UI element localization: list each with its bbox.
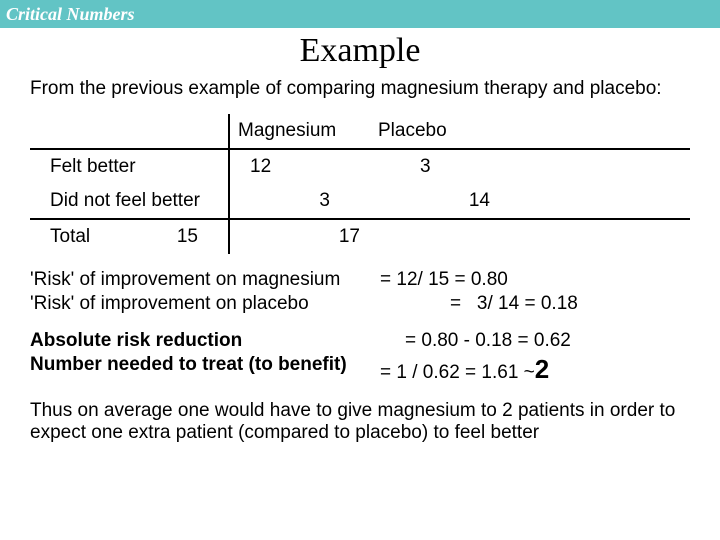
col-magnesium: Magnesium — [230, 114, 370, 148]
table-corner — [30, 114, 230, 148]
risk-mag-rhs: = 12/ 15 = 0.80 — [380, 268, 690, 292]
total-label-cell: Total 15 — [30, 220, 230, 254]
cell: 3 — [230, 184, 370, 218]
risk-calc: 'Risk' of improvement on magnesium = 12/… — [30, 268, 690, 316]
total-label: Total — [50, 226, 90, 248]
cell: 12 — [230, 150, 370, 184]
table-row: Did not feel better 3 14 — [30, 184, 690, 218]
nnt-row: Number needed to treat (to benefit) = 1 … — [30, 353, 690, 386]
arr-lhs: Absolute risk reduction — [30, 329, 380, 353]
arr-row: Absolute risk reduction = 0.80 - 0.18 = … — [30, 329, 690, 353]
table-row: Felt better 12 3 — [30, 150, 690, 184]
risk-pla-row: 'Risk' of improvement on placebo = 3/ 14… — [30, 292, 690, 316]
risk-mag-lhs: 'Risk' of improvement on magnesium — [30, 268, 380, 292]
nnt-rhs-b: 2 — [535, 354, 549, 384]
total-placebo: 17 — [230, 220, 370, 254]
row-label: Felt better — [30, 150, 230, 184]
arr-nnt-calc: Absolute risk reduction = 0.80 - 0.18 = … — [30, 329, 690, 385]
risk-mag-row: 'Risk' of improvement on magnesium = 12/… — [30, 268, 690, 292]
intro-text: From the previous example of comparing m… — [30, 78, 690, 100]
risk-pla-rhs: = 3/ 14 = 0.18 — [380, 292, 690, 316]
cell-empty — [370, 220, 510, 254]
nnt-rhs: = 1 / 0.62 = 1.61 ~2 — [380, 353, 690, 386]
banner: Critical Numbers — [0, 0, 720, 28]
cell: 3 — [370, 150, 510, 184]
nnt-lhs: Number needed to treat (to benefit) — [30, 353, 380, 386]
total-mag: 15 — [177, 226, 198, 248]
conclusion: Thus on average one would have to give m… — [30, 400, 690, 446]
nnt-rhs-a: = 1 / 0.62 = 1.61 ~ — [380, 362, 535, 383]
col-placebo: Placebo — [370, 114, 510, 148]
arr-rhs: = 0.80 - 0.18 = 0.62 — [380, 329, 690, 353]
cell: 14 — [370, 184, 510, 218]
risk-pla-lhs: 'Risk' of improvement on placebo — [30, 292, 380, 316]
table-total-row: Total 15 17 — [30, 218, 690, 254]
table-header-row: Magnesium Placebo — [30, 114, 690, 150]
contingency-table: Magnesium Placebo Felt better 12 3 Did n… — [30, 114, 690, 254]
slide-body: Example From the previous example of com… — [0, 32, 720, 455]
row-label: Did not feel better — [30, 184, 230, 218]
page-title: Example — [30, 32, 690, 70]
